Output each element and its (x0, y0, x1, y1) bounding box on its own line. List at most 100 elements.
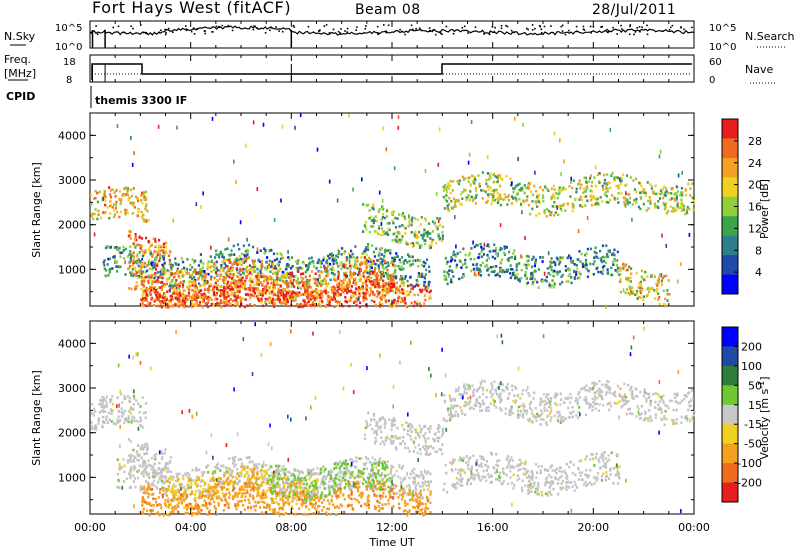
scatter-cell (547, 189, 550, 192)
scatter-cell (476, 244, 479, 247)
scatter-cell (535, 214, 538, 217)
scatter-cell (331, 265, 334, 269)
scatter-cell (156, 253, 159, 257)
scatter-cell (421, 237, 424, 240)
scatter-cell (136, 453, 139, 456)
scatter-cell (195, 300, 198, 303)
scatter-cell (428, 244, 431, 247)
scatter-cell (619, 280, 622, 283)
scatter-cell (240, 297, 243, 301)
noise-point (292, 24, 295, 27)
scatter-cell (323, 266, 326, 269)
scatter-cell (386, 272, 390, 275)
scatter-cell (366, 276, 369, 279)
scatter-cell (131, 267, 134, 271)
scatter-cell (630, 289, 633, 293)
scatter-cell (366, 482, 369, 486)
scatter-cell (99, 398, 102, 402)
scatter-cell (473, 182, 476, 185)
scatter-cell (135, 271, 138, 274)
scatter-cell (297, 492, 300, 495)
scatter-cell (362, 275, 365, 278)
scatter-cell (503, 270, 506, 274)
scatter-cell (676, 205, 679, 208)
scatter-cell (172, 218, 175, 223)
scatter-cell (143, 276, 146, 280)
scatter-cell (325, 261, 328, 264)
scatter-cell (295, 483, 298, 487)
scatter-cell (276, 473, 279, 477)
scatter-cell (402, 283, 405, 287)
scatter-cell (90, 424, 93, 428)
scatter-cell (346, 291, 349, 294)
scatter-cell (446, 204, 449, 208)
scatter-cell (617, 184, 620, 188)
scatter-cell (341, 304, 344, 308)
scatter-cell (198, 491, 201, 495)
scatter-cell (403, 298, 406, 302)
scatter-cell (238, 262, 241, 266)
scatter-cell (240, 282, 243, 285)
scatter-cell (128, 410, 131, 413)
scatter-cell (640, 275, 643, 279)
noise-search-label: N.Search (745, 30, 795, 43)
scatter-cell (391, 219, 394, 223)
scatter-cell (454, 215, 456, 220)
scatter-cell (140, 276, 143, 279)
scatter-cell (556, 257, 559, 261)
scatter-cell (354, 266, 357, 269)
scatter-cell (371, 474, 374, 477)
scatter-cell (137, 276, 140, 280)
scatter-cell (134, 287, 137, 291)
scatter-cell (401, 297, 404, 300)
scatter-cell (386, 287, 389, 291)
scatter-cell (174, 257, 177, 260)
noise-point (668, 28, 671, 31)
scatter-cell (414, 259, 417, 262)
scatter-cell (403, 277, 406, 280)
scatter-cell (162, 249, 165, 253)
scatter-cell (253, 294, 256, 298)
scatter-cell (164, 271, 167, 275)
scatter-cell (215, 266, 218, 270)
scatter-cell (318, 270, 321, 274)
scatter-cell (256, 281, 259, 285)
scatter-cell (550, 195, 553, 199)
scatter-cell (594, 165, 597, 170)
scatter-cell (133, 151, 135, 156)
scatter-cell (238, 258, 241, 262)
scatter-cell (592, 272, 595, 276)
scatter-cell (525, 263, 528, 267)
scatter-cell (282, 471, 285, 474)
scatter-cell (525, 198, 529, 202)
scatter-cell (272, 288, 275, 291)
scatter-cell (396, 299, 399, 303)
scatter-cell (161, 452, 164, 455)
scatter-cell (203, 296, 206, 299)
scatter-cell (391, 239, 394, 242)
scatter-cell (128, 458, 132, 461)
scatter-cell (162, 296, 165, 300)
scatter-cell (399, 493, 402, 496)
scatter-cell (556, 205, 558, 210)
scatter-cell (391, 278, 394, 282)
scatter-cell (369, 291, 373, 295)
scatter-cell (256, 470, 259, 473)
scatter-cell (102, 261, 105, 264)
scatter-cell (622, 267, 625, 270)
scatter-cell (682, 208, 685, 211)
scatter-cell (598, 181, 601, 184)
scatter-cell (158, 472, 161, 475)
scatter-cell (136, 253, 139, 256)
scatter-cell (347, 282, 350, 286)
scatter-cell (156, 271, 159, 274)
scatter-cell (161, 244, 164, 247)
scatter-cell (142, 459, 145, 463)
scatter-cell (195, 295, 198, 299)
scatter-cell (274, 283, 277, 287)
scatter-cell (389, 472, 392, 475)
scatter-cell (160, 287, 163, 290)
scatter-cell (349, 274, 352, 277)
scatter-cell (343, 272, 346, 275)
scatter-cell (497, 174, 500, 177)
